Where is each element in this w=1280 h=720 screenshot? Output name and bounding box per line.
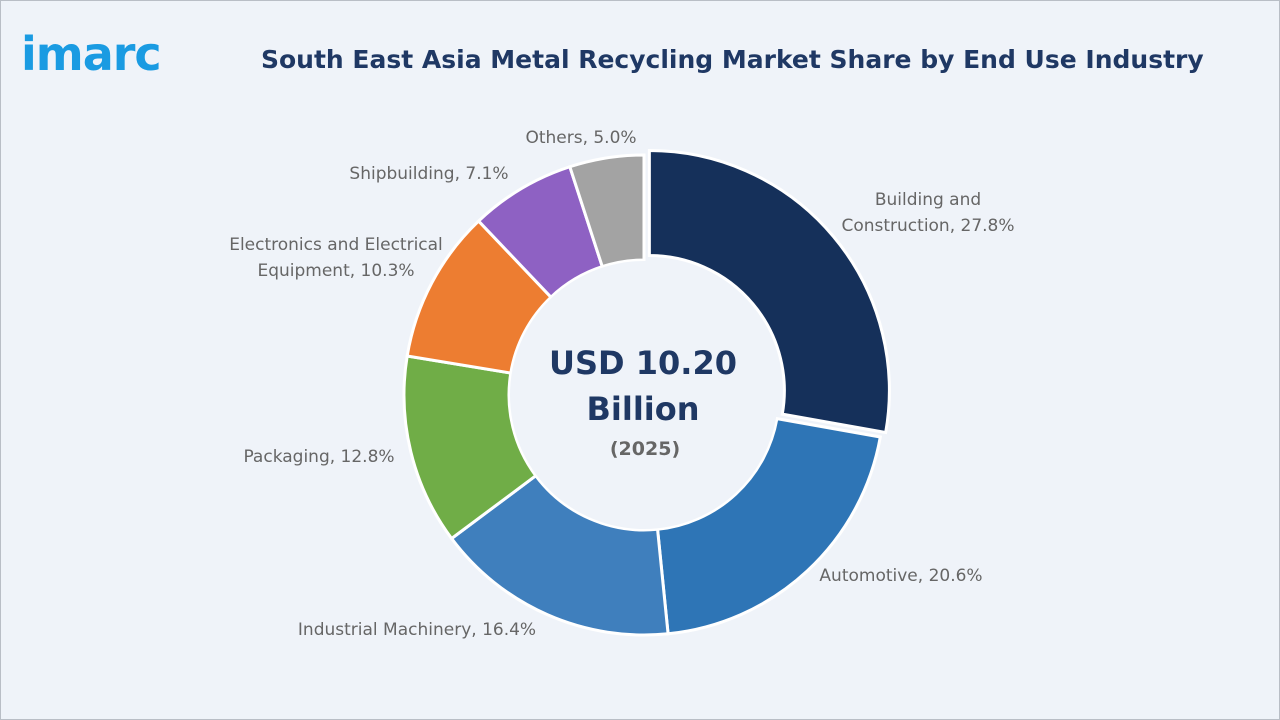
data-label: Automotive, 20.6% <box>819 566 983 586</box>
donut-hole <box>510 261 778 529</box>
center-subtext: (2025) <box>609 438 681 460</box>
chart-title: South East Asia Metal Recycling Market S… <box>261 45 1204 74</box>
data-label: Electronics and Electrical Equipment, 10… <box>229 235 443 281</box>
donut-slice <box>567 153 646 269</box>
donut-slice <box>449 473 670 637</box>
data-label: Packaging, 12.8% <box>243 447 395 467</box>
logo: imarc <box>21 27 162 81</box>
data-label: Industrial Machinery, 16.4% <box>297 620 537 640</box>
donut-slice <box>655 416 883 636</box>
data-label: Building and Construction, 27.8% <box>841 190 1015 236</box>
data-label: Shipbuilding, 7.1% <box>349 164 509 184</box>
data-label: Others, 5.0% <box>525 128 637 148</box>
donut-slice <box>647 149 891 435</box>
center-text: USD 10.20 Billion <box>549 344 737 428</box>
